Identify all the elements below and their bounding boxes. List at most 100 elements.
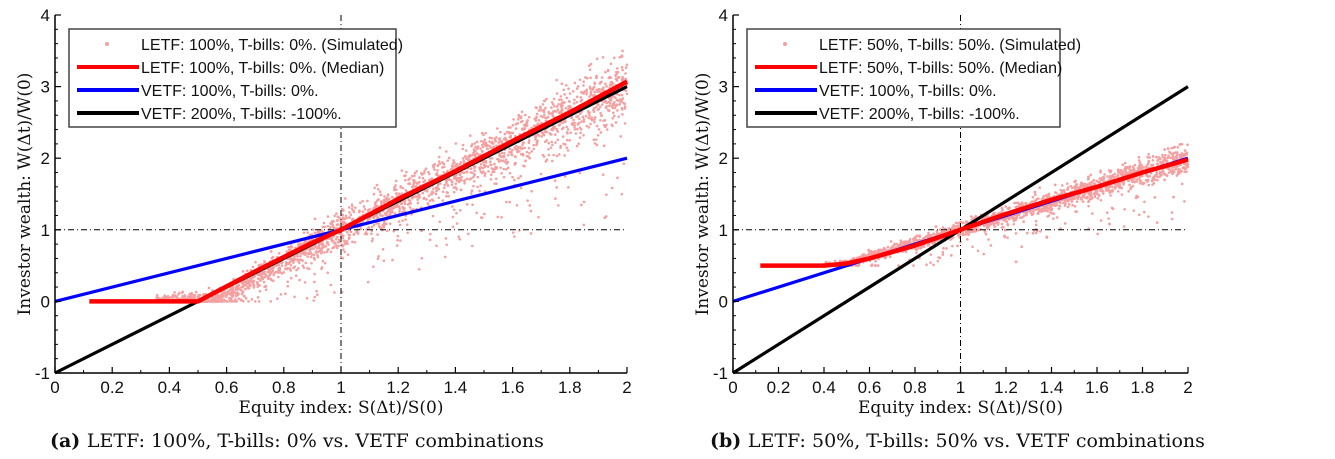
scatter-point bbox=[350, 203, 354, 206]
scatter-point bbox=[500, 151, 504, 155]
scatter-point bbox=[1090, 180, 1094, 184]
scatter-point bbox=[361, 210, 365, 213]
scatter-point bbox=[566, 149, 570, 152]
scatter-point bbox=[1178, 168, 1182, 171]
scatter-point bbox=[936, 259, 940, 263]
scatter-point bbox=[951, 244, 954, 248]
scatter-point bbox=[582, 84, 585, 87]
scatter-point bbox=[233, 300, 236, 303]
scatter-point bbox=[473, 172, 476, 176]
scatter-point bbox=[1138, 213, 1141, 217]
scatter-point bbox=[468, 153, 472, 157]
scatter-point bbox=[1106, 175, 1109, 178]
scatter-point bbox=[480, 149, 484, 153]
scatter-point bbox=[959, 240, 962, 244]
scatter-point bbox=[508, 150, 511, 154]
scatter-point bbox=[355, 230, 358, 234]
scatter-point bbox=[530, 150, 534, 153]
scatter-point bbox=[413, 179, 416, 183]
scatter-point bbox=[521, 141, 525, 145]
scatter-point bbox=[209, 299, 213, 303]
scatter-point bbox=[454, 142, 458, 145]
scatter-point bbox=[331, 246, 334, 250]
scatter-point bbox=[438, 162, 442, 165]
scatter-point bbox=[243, 295, 246, 298]
scatter-point bbox=[219, 294, 222, 297]
scatter-point bbox=[396, 238, 399, 242]
scatter-point bbox=[449, 179, 453, 182]
scatter-point bbox=[293, 295, 296, 299]
scatter-point bbox=[1176, 145, 1180, 149]
scatter-point bbox=[1038, 209, 1041, 212]
scatter-point bbox=[563, 143, 567, 146]
scatter-point bbox=[579, 90, 583, 94]
scatter-point bbox=[482, 133, 485, 137]
scatter-point bbox=[1170, 166, 1174, 170]
scatter-point bbox=[272, 266, 275, 270]
scatter-point bbox=[472, 180, 476, 183]
scatter-point bbox=[463, 181, 466, 185]
scatter-point bbox=[415, 181, 418, 185]
y-axis-label: Investor wealth: W(Δt)/W(0) bbox=[15, 73, 35, 316]
scatter-point bbox=[1002, 225, 1005, 229]
scatter-point bbox=[427, 194, 431, 197]
scatter-point bbox=[543, 113, 546, 117]
scatter-point bbox=[600, 103, 604, 106]
scatter-point bbox=[1049, 211, 1052, 214]
scatter-point bbox=[424, 167, 428, 171]
scatter-point bbox=[1163, 173, 1167, 176]
scatter-point bbox=[1136, 180, 1139, 183]
scatter-point bbox=[427, 170, 430, 174]
scatter-point bbox=[444, 237, 448, 240]
scatter-point bbox=[577, 142, 581, 145]
scatter-point bbox=[970, 218, 973, 222]
scatter-point bbox=[545, 130, 549, 134]
x-tick-label: 1.6 bbox=[501, 378, 525, 397]
scatter-point bbox=[1102, 192, 1105, 195]
scatter-point bbox=[585, 76, 589, 80]
scatter-point bbox=[262, 280, 266, 284]
scatter-point bbox=[575, 144, 579, 148]
scatter-point bbox=[1001, 208, 1004, 212]
scatter-point bbox=[460, 178, 463, 182]
scatter-point bbox=[473, 169, 476, 173]
scatter-point bbox=[589, 87, 592, 91]
scatter-point bbox=[460, 175, 463, 179]
scatter-point bbox=[620, 54, 624, 57]
scatter-point bbox=[257, 273, 261, 277]
scatter-point bbox=[371, 237, 374, 240]
scatter-point bbox=[571, 89, 575, 93]
scatter-point bbox=[540, 109, 543, 112]
scatter-point bbox=[481, 166, 485, 170]
scatter-point bbox=[391, 258, 394, 262]
scatter-point bbox=[589, 91, 593, 95]
legend-box bbox=[68, 28, 397, 128]
scatter-point bbox=[181, 294, 184, 298]
x-tick-label: 0.8 bbox=[272, 378, 296, 397]
scatter-point bbox=[572, 118, 575, 122]
scatter-point bbox=[623, 122, 627, 125]
scatter-point bbox=[470, 192, 473, 195]
scatter-point bbox=[329, 237, 333, 240]
scatter-point bbox=[1035, 198, 1039, 201]
scatter-point bbox=[598, 82, 602, 85]
scatter-point bbox=[561, 135, 565, 138]
scatter-point bbox=[476, 175, 480, 179]
scatter-point bbox=[535, 106, 538, 110]
scatter-point bbox=[605, 105, 608, 108]
y-tick-label: 3 bbox=[41, 78, 50, 97]
scatter-point bbox=[1164, 159, 1168, 162]
scatter-point bbox=[553, 126, 557, 130]
scatter-point bbox=[880, 249, 884, 253]
scatter-point bbox=[970, 215, 973, 218]
scatter-point bbox=[484, 159, 488, 163]
scatter-point bbox=[1065, 182, 1069, 185]
scatter-point bbox=[490, 163, 493, 167]
scatter-point bbox=[302, 266, 306, 269]
scatter-point bbox=[215, 300, 218, 303]
scatter-point bbox=[421, 191, 425, 195]
scatter-point bbox=[275, 263, 279, 267]
scatter-point bbox=[556, 138, 560, 142]
scatter-point bbox=[329, 250, 333, 254]
scatter-point bbox=[565, 96, 569, 100]
